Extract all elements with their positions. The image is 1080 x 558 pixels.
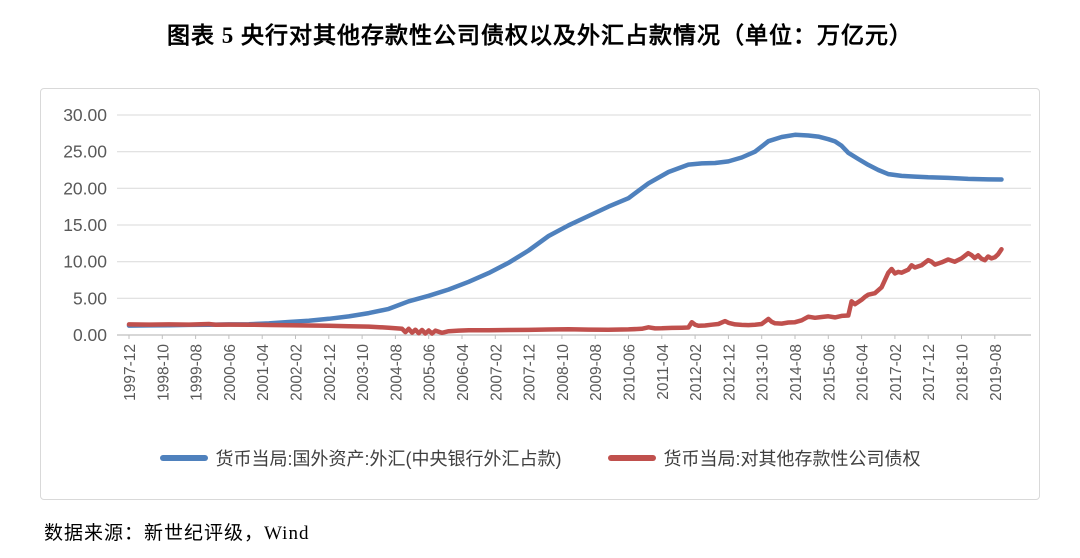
- legend-item-fx: 货币当局:国外资产:外汇(中央银行外汇占款): [159, 445, 562, 471]
- y-axis-label: 5.00: [73, 288, 107, 308]
- x-axis-label: 2011-04: [655, 344, 672, 400]
- x-axis-label: 2001-04: [255, 344, 272, 401]
- x-axis-label: 2016-04: [855, 344, 872, 401]
- x-axis-label: 2019-08: [988, 344, 1005, 401]
- x-axis-label: 2012-12: [721, 344, 738, 401]
- x-axis-label: 2014-08: [788, 344, 805, 401]
- y-axis-label: 20.00: [63, 178, 107, 198]
- x-axis-label: 2005-06: [422, 344, 439, 401]
- x-axis-label: 1998-10: [155, 344, 172, 401]
- x-axis-label: 2010-06: [622, 344, 639, 401]
- x-axis-label: 2008-10: [555, 344, 572, 401]
- y-axis-label: 10.00: [63, 252, 107, 272]
- legend-line-swatch-blue: [159, 455, 208, 461]
- legend-item-claims: 货币当局:对其他存款性公司债权: [607, 445, 921, 471]
- x-axis-label: 2006-04: [455, 344, 472, 401]
- y-axis-label: 30.00: [63, 105, 107, 125]
- legend-label: 货币当局:国外资产:外汇(中央银行外汇占款): [215, 449, 562, 469]
- source-text: 数据来源：新世纪评级，Wind: [44, 523, 310, 544]
- x-axis-label: 2002-02: [289, 344, 306, 401]
- chart-frame: 1997-12 1998-10 1999-08 2000-06 2001-04 2002-…: [40, 88, 1040, 500]
- chart-legend: 货币当局:国外资产:外汇(中央银行外汇占款) 货币当局:对其他存款性公司债权: [41, 441, 1039, 475]
- x-axis-label: 2002-12: [322, 344, 339, 401]
- x-axis-label: 2000-06: [222, 344, 239, 401]
- series-line: [126, 246, 1004, 336]
- x-axis-label: 2017-12: [921, 344, 938, 401]
- x-axis-label: 2015-06: [821, 344, 838, 401]
- legend-line-swatch-red: [607, 455, 656, 461]
- x-axis-label: 1997-12: [122, 344, 139, 401]
- x-axis-label: 2009-08: [588, 344, 605, 401]
- x-axis-label: 2004-08: [388, 344, 405, 401]
- x-axis-label: 2007-12: [522, 344, 539, 401]
- series-line: [126, 132, 1004, 328]
- y-axis-label: 25.00: [63, 142, 107, 162]
- line-chart: 1997-12 1998-10 1999-08 2000-06 2001-04 2002-…: [63, 105, 1031, 401]
- x-axis-label: 2013-10: [755, 344, 772, 401]
- x-axis-label: 2017-02: [888, 344, 905, 401]
- x-axis-label: 2012-02: [688, 344, 705, 401]
- x-axis-label: 1999-08: [189, 344, 206, 401]
- x-axis-label: 2018-10: [955, 344, 972, 401]
- legend-label: 货币当局:对其他存款性公司债权: [663, 449, 921, 469]
- y-axis-label: 15.00: [63, 215, 107, 235]
- x-axis-label: 2003-10: [355, 344, 372, 401]
- y-axis-label: 0.00: [73, 325, 107, 345]
- x-axis-label: 2007-02: [488, 344, 505, 401]
- chart-title: 图表 5 央行对其他存款性公司债权以及外汇占款情况（单位：万亿元）: [167, 23, 913, 48]
